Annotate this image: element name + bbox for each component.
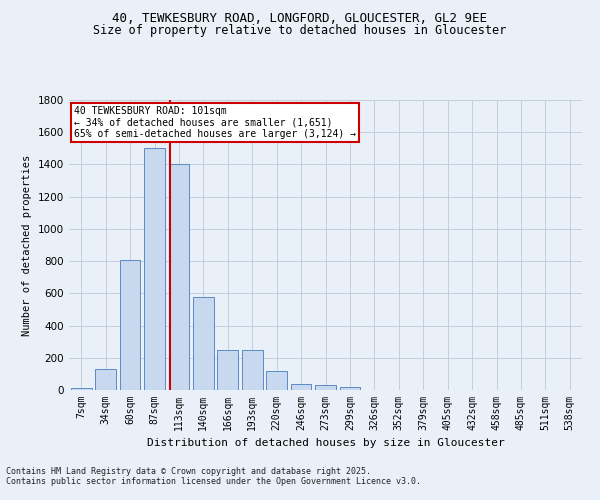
Bar <box>144 148 165 390</box>
Bar <box>71 388 92 390</box>
Text: 40, TEWKESBURY ROAD, LONGFORD, GLOUCESTER, GL2 9EE: 40, TEWKESBURY ROAD, LONGFORD, GLOUCESTE… <box>113 12 487 26</box>
Bar <box>340 387 361 390</box>
Bar <box>242 350 263 390</box>
Text: Contains HM Land Registry data © Crown copyright and database right 2025.: Contains HM Land Registry data © Crown c… <box>6 467 371 476</box>
Bar <box>169 164 190 390</box>
X-axis label: Distribution of detached houses by size in Gloucester: Distribution of detached houses by size … <box>146 438 505 448</box>
Text: 40 TEWKESBURY ROAD: 101sqm
← 34% of detached houses are smaller (1,651)
65% of s: 40 TEWKESBURY ROAD: 101sqm ← 34% of deta… <box>74 106 356 139</box>
Bar <box>193 296 214 390</box>
Bar <box>266 370 287 390</box>
Bar <box>315 385 336 390</box>
Y-axis label: Number of detached properties: Number of detached properties <box>22 154 32 336</box>
Bar <box>119 260 140 390</box>
Text: Size of property relative to detached houses in Gloucester: Size of property relative to detached ho… <box>94 24 506 37</box>
Text: Contains public sector information licensed under the Open Government Licence v3: Contains public sector information licen… <box>6 477 421 486</box>
Bar <box>290 384 311 390</box>
Bar <box>95 369 116 390</box>
Bar <box>217 350 238 390</box>
